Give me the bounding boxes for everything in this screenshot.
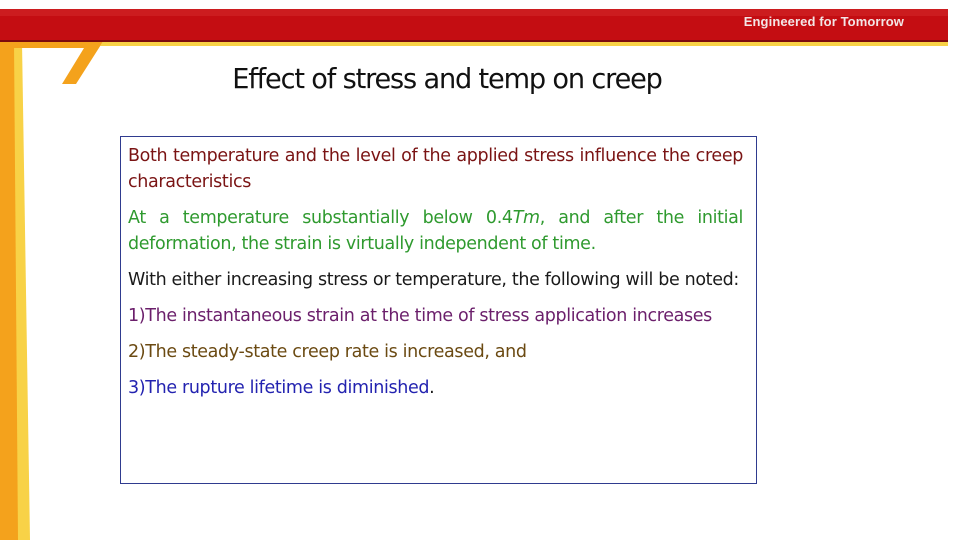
paragraph-temperature-stress-influence: Both temperature and the level of the ap… xyxy=(128,146,743,192)
p2-text-before: At a temperature substantially below 0.4 xyxy=(128,208,513,228)
p2-text-italic: Tm xyxy=(512,208,540,228)
header-tagline: Engineered for Tomorrow xyxy=(743,14,904,29)
list-item-rupture-lifetime: 3)The rupture lifetime is diminished. xyxy=(128,375,743,401)
slide-title: Effect of stress and temp on creep xyxy=(232,62,663,95)
p2-text-after: , and after the initial deformation, the… xyxy=(128,208,744,254)
content-box: Both temperature and the level of the ap… xyxy=(120,136,757,484)
left-accent-bar-inner xyxy=(0,42,18,540)
header-band xyxy=(0,9,948,40)
list-item-instantaneous-strain: 1)The instantaneous strain at the time o… xyxy=(128,306,712,326)
p6-text: 3)The rupture lifetime is diminished xyxy=(128,378,430,398)
diagonal-accent xyxy=(0,40,104,84)
list-item-steady-state-rate: 2)The steady-state creep rate is increas… xyxy=(128,342,527,362)
paragraph-following-noted: With either increasing stress or tempera… xyxy=(128,270,739,290)
p6-period: . xyxy=(429,378,435,398)
band-sheen xyxy=(0,9,948,16)
paragraph-low-temperature: At a temperature substantially below 0.4… xyxy=(128,205,743,257)
